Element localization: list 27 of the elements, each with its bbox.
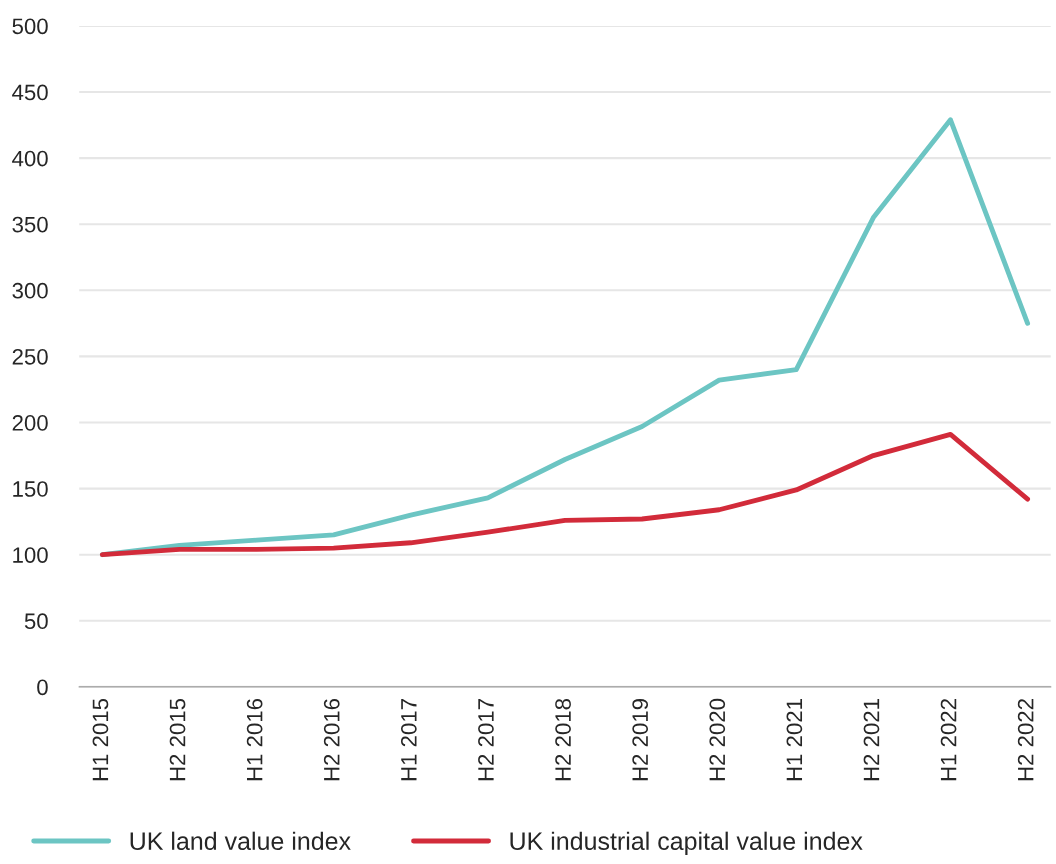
x-tick-label: H2 2022 bbox=[1017, 699, 1034, 781]
y-tick-label: 350 bbox=[12, 216, 48, 233]
legend-label: UK industrial capital value index bbox=[510, 831, 863, 855]
y-tick-label: 200 bbox=[12, 415, 48, 431]
x-tick-label: H2 2019 bbox=[632, 699, 649, 781]
y-tick-label: 300 bbox=[12, 282, 48, 299]
x-tick-label: H1 2016 bbox=[246, 698, 263, 781]
x-tick-label: H1 2017 bbox=[400, 699, 417, 781]
legend-label: UK land value index bbox=[130, 831, 351, 851]
x-tick-label: H2 2021 bbox=[863, 699, 880, 781]
y-tick-label: 0 bbox=[37, 679, 48, 696]
y-tick-label: 400 bbox=[12, 150, 48, 167]
x-tick-label: H1 2022 bbox=[940, 699, 957, 781]
y-tick-label: 100 bbox=[13, 547, 48, 563]
x-tick-label: H2 2015 bbox=[169, 698, 186, 781]
y-tick-label: 150 bbox=[13, 481, 48, 497]
y-tick-label: 500 bbox=[12, 18, 48, 35]
y-tick-label: 50 bbox=[24, 613, 48, 630]
x-tick-label: H1 2021 bbox=[786, 699, 803, 781]
x-tick-label: H1 2015 bbox=[92, 698, 109, 781]
line-series bbox=[99, 431, 1031, 558]
x-tick-label: H2 2020 bbox=[709, 698, 726, 781]
y-tick-label: 250 bbox=[12, 348, 48, 365]
x-tick-label: H2 2016 bbox=[323, 698, 340, 781]
x-tick-label: H2 2018 bbox=[555, 698, 571, 781]
x-tick-label: H2 2017 bbox=[478, 699, 494, 781]
y-tick-label: 450 bbox=[12, 84, 48, 101]
